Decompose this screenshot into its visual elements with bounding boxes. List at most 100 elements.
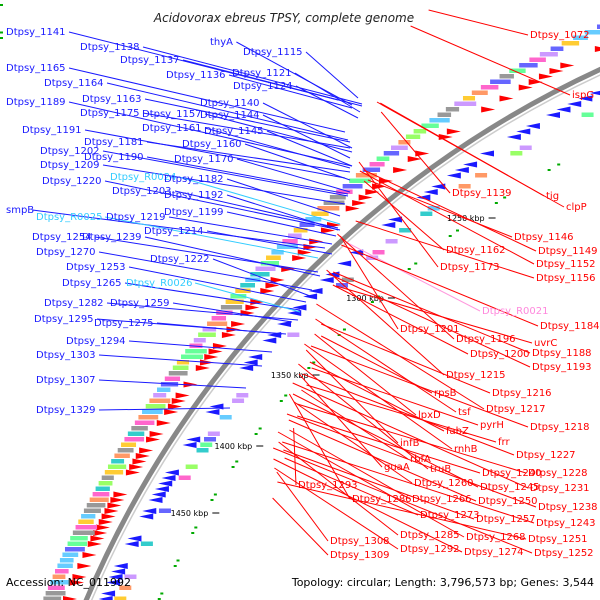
cog-feature-block — [45, 591, 66, 596]
gc-skew-mark — [258, 427, 262, 430]
gene-label: Dtpsy_1202 — [40, 146, 100, 157]
cog-feature-block — [405, 134, 421, 139]
cog-feature-block — [266, 255, 281, 260]
gene-label: Dtpsy_1245 — [480, 482, 540, 493]
gene-label: Dtpsy_1220 — [42, 176, 102, 187]
gene-label: Dtpsy_1072 — [530, 30, 590, 41]
gc-skew-mark — [0, 4, 3, 6]
cog-feature-block — [207, 321, 228, 326]
gc-skew-mark — [407, 268, 411, 270]
reverse-gene-arrow — [446, 128, 461, 135]
gene-label: ispG — [572, 90, 594, 101]
label-leader-line — [345, 241, 481, 312]
cog-feature-block — [176, 360, 190, 365]
label-leader-line — [294, 72, 361, 113]
reverse-gene-arrow — [167, 403, 182, 410]
gc-skew-mark — [235, 460, 239, 463]
genome-backbone — [83, 66, 600, 600]
gene-label: Dtpsy_1184 — [540, 321, 600, 332]
reverse-gene-arrow — [132, 458, 147, 465]
label-leader-line — [363, 169, 537, 252]
reverse-gene-arrow — [93, 530, 108, 536]
accession-text: Accession: NC_011992 — [6, 576, 131, 589]
cog-feature-block — [185, 349, 207, 354]
cog-feature-block — [157, 387, 171, 392]
scale-tick-label: 1300 kbp — [346, 294, 384, 303]
cog-feature-block — [342, 184, 363, 189]
reverse-gene-arrow — [270, 277, 285, 283]
forward-gene-arrow — [479, 150, 494, 157]
gene-label: tig — [546, 191, 559, 202]
gene-label: thyA — [210, 37, 233, 48]
reverse-gene-arrow — [104, 508, 119, 514]
gene-label: Dtpsy_1203 — [112, 186, 172, 197]
label-leader-line — [204, 127, 351, 169]
cog-feature-block — [529, 57, 546, 62]
gc-skew-mark — [176, 559, 180, 562]
label-leader-line — [315, 318, 457, 413]
gene-label: Dtpsy_1294 — [66, 336, 126, 347]
cog-feature-block — [323, 200, 345, 205]
gene-label: Dtpsy_1115 — [243, 47, 303, 58]
backbone-arc — [83, 66, 600, 600]
gene-label: Dtpsy_1141 — [6, 27, 66, 38]
reverse-gene-arrow — [90, 535, 105, 542]
cog-feature-block — [383, 151, 400, 156]
label-leader-line — [359, 170, 535, 265]
cog-feature-block — [376, 156, 390, 161]
gene-label: Dtpsy_1215 — [446, 370, 506, 381]
forward-gene-arrow — [463, 161, 478, 168]
gene-label: Dtpsy_1260 — [414, 478, 474, 489]
label-leader-line — [168, 216, 333, 245]
gene-label: Dtpsy_1303 — [36, 350, 96, 361]
label-leader-line — [288, 419, 477, 502]
reverse-gene-arrow — [149, 431, 164, 437]
label-leader-line — [333, 271, 531, 354]
label-leader-line — [355, 220, 535, 279]
forward-gene-arrow — [337, 260, 352, 267]
label-leader-line — [339, 235, 399, 330]
cog-feature-block — [596, 24, 600, 29]
cog-feature-block — [519, 145, 532, 150]
reverse-gene-arrow — [365, 189, 380, 195]
gc-skew-mark — [494, 202, 498, 204]
forward-gene-arrow — [516, 128, 531, 135]
cog-feature-block — [64, 547, 85, 552]
label-leader-line — [156, 322, 283, 335]
label-leader-line — [98, 354, 263, 367]
forward-gene-arrow — [98, 596, 113, 600]
label-leader-line — [292, 393, 479, 488]
gene-label: Dtpsy_1192 — [164, 190, 224, 201]
backbone-highlight — [90, 74, 600, 600]
reverse-gene-arrow — [407, 156, 422, 162]
label-leader-line — [212, 258, 311, 297]
gene-label: lpxD — [418, 410, 441, 421]
cog-feature-block — [119, 585, 132, 590]
cog-feature-block — [211, 316, 227, 321]
forward-gene-arrow — [506, 134, 521, 140]
gene-label: Dtpsy_1222 — [150, 254, 210, 265]
label-leader-line — [305, 349, 399, 444]
reverse-gene-arrow — [195, 365, 210, 371]
reverse-gene-arrow — [231, 321, 246, 327]
reverse-gene-arrow — [146, 436, 161, 443]
gene-label: Dtpsy_1170 — [174, 154, 234, 165]
reverse-gene-arrow — [63, 596, 78, 600]
cog-feature-block — [98, 481, 113, 486]
cog-feature-block — [490, 79, 511, 84]
reverse-gene-arrow — [156, 420, 171, 426]
label-leader-line — [236, 158, 351, 193]
gene-label: Dtpsy_1124 — [233, 81, 293, 92]
cog-feature-block — [288, 233, 302, 238]
gc-skew-mark — [194, 526, 198, 529]
cog-feature-block — [471, 90, 488, 95]
label-leader-line — [106, 82, 349, 141]
reverse-gene-arrow — [135, 453, 150, 459]
gene-labels: Dtpsy_1141 Dtpsy_1138 Dtpsy_1137 thyA Dtpsy_… — [6, 27, 600, 561]
gene-label: smpB — [6, 205, 34, 216]
cog-feature-block — [561, 41, 580, 46]
label-leader-line — [178, 176, 341, 225]
reverse-gene-arrow — [125, 469, 140, 476]
reverse-gene-arrow — [518, 84, 533, 91]
